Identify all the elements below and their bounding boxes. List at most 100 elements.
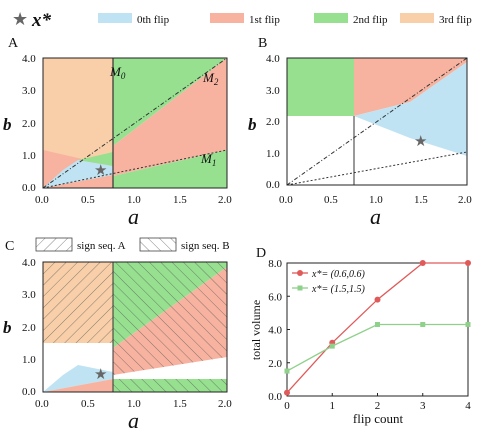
panel-b-letter: B bbox=[258, 36, 267, 51]
panel-a-ytick-0: 0.0 bbox=[22, 182, 36, 194]
panel-a-label-m2: M2 bbox=[202, 70, 219, 87]
panel-a-letter: A bbox=[8, 36, 19, 51]
panel-d-xtick-3: 3 bbox=[420, 400, 426, 412]
panel-c-ytick-3: 3.0 bbox=[22, 289, 36, 301]
panel-a-xtick-1: 0.5 bbox=[81, 194, 95, 206]
legend-label-seq-b: sign seq. B bbox=[181, 240, 230, 252]
panel-a: A ★ M0 M2 M1 4.0 3.0 2.0 1.0 0.0 bbox=[3, 36, 232, 229]
legend-swatch-1st bbox=[210, 13, 244, 23]
legend-swatch-2nd bbox=[314, 13, 348, 23]
panel-b-yticks: 4.0 3.0 2.0 1.0 0.0 bbox=[266, 53, 280, 191]
panel-b-region-0th bbox=[354, 62, 467, 156]
panel-d-letter: D bbox=[256, 246, 266, 261]
panel-d-ytick-3: 6.0 bbox=[268, 291, 282, 303]
panel-b-boundary-m1 bbox=[287, 151, 467, 185]
legend-swatch-3rd bbox=[400, 13, 434, 23]
top-legend: ★ x* 0th flip 1st flip 2nd flip 3rd flip bbox=[12, 9, 472, 31]
panel-c-hatch-b-bottom bbox=[113, 379, 227, 392]
panel-d-point-1-1 bbox=[329, 343, 335, 349]
panel-d-xtick-1: 1 bbox=[330, 400, 336, 412]
panel-b-xtick-3: 1.5 bbox=[414, 194, 428, 206]
panel-a-frame bbox=[42, 57, 228, 189]
panel-d-xlabel: flip count bbox=[353, 411, 404, 426]
panel-d-point-0-0 bbox=[284, 389, 290, 396]
panel-b-region-2nd bbox=[287, 58, 354, 116]
panel-a-ytick-4: 4.0 bbox=[22, 53, 36, 65]
panel-d-ytick-2: 4.0 bbox=[268, 325, 282, 337]
legend-label-3rd: 3rd flip bbox=[439, 14, 472, 26]
panel-c-ytick-0: 0.0 bbox=[22, 386, 36, 398]
panel-a-label-m0: M0 bbox=[109, 64, 126, 81]
legend-label-2nd: 2nd flip bbox=[353, 14, 388, 26]
panel-a-region-1st-right bbox=[113, 58, 227, 176]
mid-legend: C sign seq. A sign seq. B bbox=[5, 237, 230, 254]
panel-c-xtick-4: 2.0 bbox=[218, 398, 232, 410]
panel-b-xtick-4: 2.0 bbox=[458, 194, 472, 206]
panel-d-legend-marker-0 bbox=[297, 270, 303, 276]
panel-c-ytick-4: 4.0 bbox=[22, 257, 36, 269]
panel-d-series bbox=[284, 260, 471, 396]
panel-d-frame bbox=[286, 262, 469, 397]
panel-b-xtick-1: 0.5 bbox=[324, 194, 338, 206]
panel-d-point-1-2 bbox=[375, 322, 380, 328]
panel-d-point-0-3 bbox=[419, 260, 426, 266]
panel-c-star: ★ bbox=[94, 367, 107, 383]
legend-swatch-seq-b bbox=[139, 237, 177, 252]
panel-c-region-1st-low bbox=[43, 379, 113, 392]
panel-a-ytick-1: 1.0 bbox=[22, 150, 36, 162]
panel-d-legend-marker-1 bbox=[297, 285, 303, 291]
panel-b-star: ★ bbox=[414, 134, 427, 150]
panel-c-hatch-a-left bbox=[43, 262, 113, 343]
panel-b-ytick-3: 3.0 bbox=[266, 85, 280, 97]
panel-a-xlabel: a bbox=[128, 204, 139, 229]
panel-a-region-0th bbox=[43, 160, 113, 188]
panel-b-xtick-2: 1.0 bbox=[369, 194, 383, 206]
legend-label-0th: 0th flip bbox=[137, 14, 170, 26]
panel-d-point-1-4 bbox=[465, 322, 471, 328]
panel-b-boundary-m2 bbox=[287, 58, 467, 185]
panel-a-xtick-0: 0.0 bbox=[35, 194, 49, 206]
panel-a-boundary-m2 bbox=[43, 58, 227, 188]
panel-d: D x*= (0.6,0.6) x*= (1.5,1.5) 0 1 2 3 4 0.0 2.0… bbox=[249, 246, 471, 426]
panel-a-region-2nd-bottom bbox=[113, 150, 227, 188]
panel-c-xtick-0: 0.0 bbox=[35, 398, 49, 410]
panel-a-ytick-3: 3.0 bbox=[22, 85, 36, 97]
panel-a-region-2nd-small bbox=[78, 152, 113, 166]
panel-b-ylabel: b bbox=[248, 115, 257, 134]
panel-b-xticks: 0.0 0.5 1.0 1.5 2.0 bbox=[279, 194, 472, 206]
panel-a-yticks: 4.0 3.0 2.0 1.0 0.0 bbox=[22, 53, 36, 194]
panel-d-legend-label-0: x*= (0.6,0.6) bbox=[311, 269, 366, 280]
panel-b: B ★ 4.0 3.0 2.0 1.0 0.0 0.0 0.5 1.0 1.5 … bbox=[248, 36, 472, 229]
panel-d-ytick-0: 0.0 bbox=[268, 391, 282, 403]
panel-b-xtick-0: 0.0 bbox=[279, 194, 293, 206]
panel-a-label-m1: M1 bbox=[200, 151, 216, 168]
panel-c-xtick-1: 0.5 bbox=[81, 398, 95, 410]
panel-d-ytick-1: 2.0 bbox=[268, 358, 282, 370]
legend-swatch-seq-a bbox=[35, 237, 73, 252]
panel-b-xlabel: a bbox=[370, 204, 381, 229]
panel-d-ticks: 0 1 2 3 4 0.0 2.0 4.0 6.0 8.0 bbox=[268, 258, 471, 412]
legend-label-1st: 1st flip bbox=[249, 14, 280, 26]
panel-c-ylabel: b bbox=[3, 318, 12, 337]
legend-star-icon: ★ bbox=[12, 9, 28, 29]
panel-c: ★ 4.0 3.0 2.0 1.0 0.0 0.0 0.5 1.0 1.5 2.… bbox=[3, 257, 232, 433]
panel-c-hatch-b-right bbox=[113, 262, 227, 375]
panel-c-xlabel: a bbox=[128, 408, 139, 433]
legend-swatch-0th bbox=[98, 13, 132, 23]
panel-d-series-line-0 bbox=[286, 262, 468, 394]
panel-b-ytick-0: 0.0 bbox=[266, 179, 280, 191]
panel-b-ytick-2: 2.0 bbox=[266, 116, 280, 128]
panel-c-letter: C bbox=[5, 239, 14, 254]
panel-d-xtick-2: 2 bbox=[375, 400, 381, 412]
panel-d-point-1-0 bbox=[284, 368, 290, 374]
panel-b-frame bbox=[286, 57, 468, 186]
panel-c-region-0th bbox=[43, 365, 113, 392]
panel-c-frame bbox=[42, 261, 228, 393]
panel-a-xtick-2: 1.0 bbox=[127, 194, 141, 206]
panel-c-ytick-1: 1.0 bbox=[22, 354, 36, 366]
panel-d-legend-label-1: x*= (1.5,1.5) bbox=[311, 284, 366, 295]
panel-d-point-0-4 bbox=[465, 260, 471, 266]
panel-c-xtick-3: 1.5 bbox=[173, 398, 187, 410]
panel-d-xtick-0: 0 bbox=[284, 400, 290, 412]
panel-b-region-1st bbox=[354, 58, 467, 116]
